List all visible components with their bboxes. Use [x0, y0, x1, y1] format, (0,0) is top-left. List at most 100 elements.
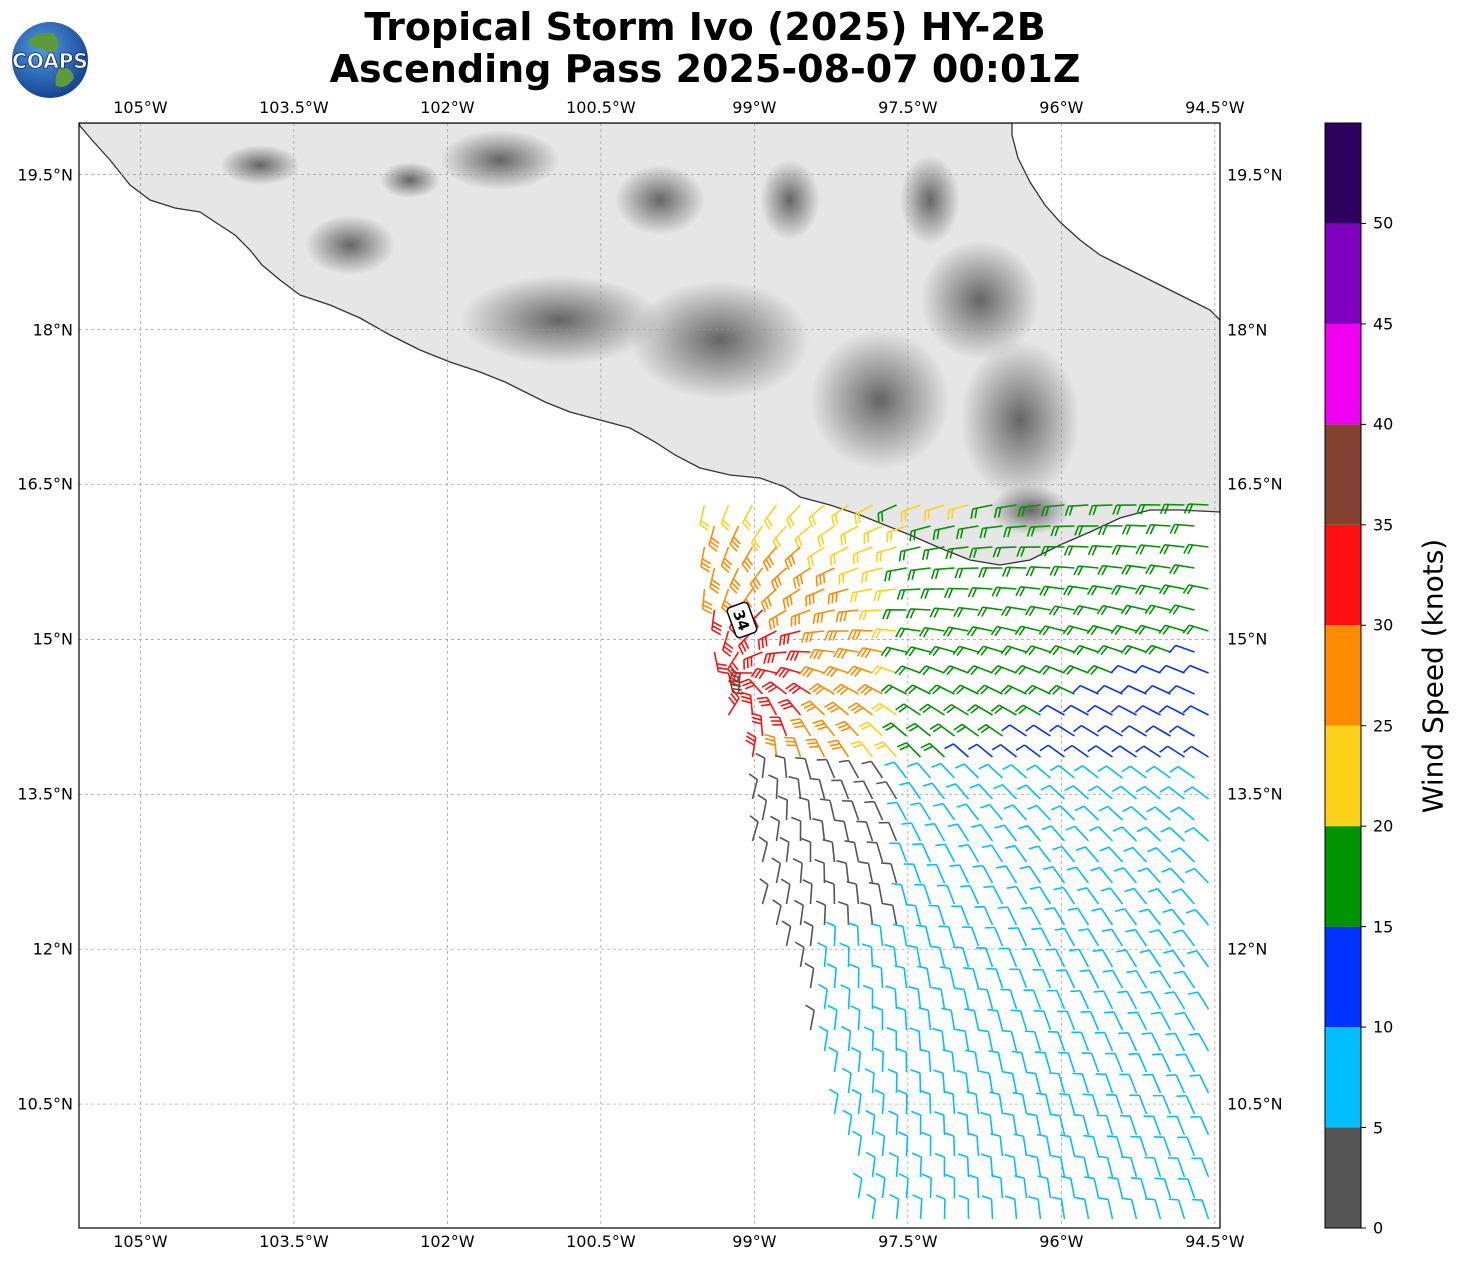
wind-barb — [828, 1046, 839, 1073]
wind-barb — [1013, 1133, 1028, 1157]
wind-barb — [1084, 1176, 1100, 1199]
wind-barb — [1100, 887, 1124, 905]
wind-barb — [1182, 584, 1209, 595]
wind-barb — [999, 947, 1018, 968]
wind-barb — [1170, 847, 1196, 863]
wind-barb — [1187, 991, 1210, 1010]
wind-barb — [979, 803, 1004, 821]
wind-barb — [1038, 704, 1065, 716]
wind-barb — [1086, 704, 1113, 716]
colorbar-tick-label: 45 — [1373, 314, 1394, 334]
wind-barb — [1191, 1157, 1210, 1178]
wind-barb — [1168, 604, 1195, 615]
wind-barb — [774, 754, 788, 779]
wind-barb — [1032, 968, 1052, 989]
wind-barb — [1041, 825, 1066, 842]
wind-barb — [1073, 565, 1099, 576]
wind-barb — [1079, 969, 1100, 989]
wind-barb — [1137, 867, 1162, 884]
wind-barb — [819, 798, 836, 821]
wind-barb — [1042, 865, 1066, 884]
wind-barb — [1144, 684, 1171, 695]
wind-barb — [1134, 664, 1161, 674]
wind-barb — [880, 862, 898, 884]
wind-barb — [909, 802, 932, 821]
wind-barb — [1003, 525, 1027, 538]
wind-barb — [943, 703, 969, 716]
wind-barb — [1072, 1072, 1090, 1094]
wind-barb — [794, 941, 805, 968]
wind-barb — [909, 1027, 922, 1052]
wind-barb — [969, 783, 994, 800]
wind-barb — [934, 1152, 946, 1178]
wind-barb — [818, 1025, 829, 1052]
wind-barb — [856, 647, 883, 659]
wind-barb — [831, 779, 850, 800]
wind-barb — [896, 742, 922, 758]
wind-barb — [898, 1173, 909, 1199]
colorbar-frame — [1324, 122, 1362, 1229]
wind-barb — [701, 588, 713, 615]
wind-barb — [1073, 724, 1099, 737]
wind-barb — [882, 608, 907, 620]
wind-barb — [1048, 605, 1075, 616]
wind-barb — [1095, 1073, 1114, 1094]
wind-barb — [729, 525, 742, 552]
wind-barb — [889, 1193, 900, 1220]
wind-barb — [972, 864, 994, 884]
wind-barb — [721, 630, 734, 657]
colorbar-tick-label: 5 — [1373, 1118, 1384, 1138]
wind-barb — [1018, 824, 1042, 842]
wind-barb — [1050, 525, 1075, 537]
wind-barb — [841, 799, 860, 821]
wind-barb — [1027, 1154, 1042, 1178]
wind-barb — [901, 822, 922, 842]
wind-barb — [759, 878, 769, 905]
wind-barb — [1162, 908, 1186, 926]
lon-tick-label: 96°W — [1039, 1232, 1084, 1251]
wind-barb — [1097, 765, 1123, 779]
wind-barb — [825, 921, 837, 947]
wind-barb — [882, 902, 898, 926]
wind-barb — [1049, 764, 1075, 779]
wind-barb — [1136, 504, 1161, 515]
wind-barb — [1151, 1053, 1172, 1073]
wind-barb — [768, 609, 787, 631]
lat-tick-label: 15°N — [32, 629, 73, 649]
wind-barb — [864, 1068, 875, 1094]
wind-barb — [1120, 684, 1147, 695]
colorbar-bin — [1325, 223, 1361, 324]
wind-barb — [942, 626, 969, 637]
wind-barb — [1027, 804, 1052, 821]
wind-barb — [907, 762, 932, 779]
wind-barb — [931, 986, 946, 1010]
wind-barb — [1190, 1115, 1210, 1136]
wind-barb — [911, 1152, 923, 1178]
wind-barb — [1082, 1093, 1100, 1115]
wind-barb — [1055, 969, 1076, 989]
wind-barb — [1158, 624, 1185, 635]
wind-barb — [790, 718, 812, 737]
wind-barb — [1186, 950, 1210, 968]
wind-barb — [967, 1174, 980, 1199]
wind-barb — [801, 630, 825, 643]
wind-barb — [920, 1089, 932, 1115]
wind-barb — [943, 1090, 956, 1115]
wind-barb — [1020, 906, 1042, 926]
wind-barb — [1006, 885, 1028, 905]
wind-barb — [816, 758, 836, 779]
wind-barb — [1053, 886, 1076, 905]
wind-barb — [824, 630, 849, 641]
wind-barb — [928, 684, 955, 695]
wind-barb — [1001, 1029, 1018, 1052]
lat-tick-label: 18°N — [32, 320, 73, 340]
wind-barb — [1024, 1030, 1042, 1052]
wind-barb — [1107, 1176, 1124, 1199]
wind-barbs — [699, 503, 1210, 1220]
wind-barb — [934, 1111, 946, 1136]
wind-barb — [1113, 867, 1138, 884]
wind-barb — [709, 567, 721, 594]
wind-barb — [873, 588, 897, 602]
wind-barb — [978, 567, 1003, 578]
lon-tick-label: 97.5°W — [878, 1232, 938, 1251]
